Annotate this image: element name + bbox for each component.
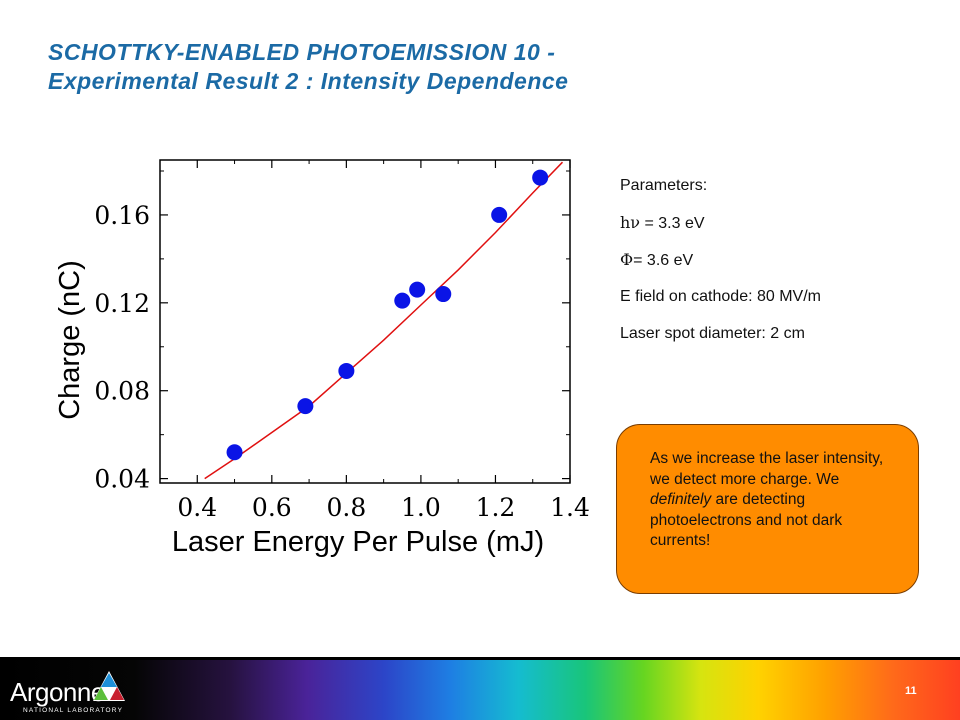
- argonne-triangle-logo-icon: [93, 671, 125, 701]
- photon-energy-row: hν = 3.3 eV: [620, 213, 821, 233]
- title-line-2: Experimental Result 2 : Intensity Depend…: [48, 68, 569, 94]
- callout-emphasis: definitely: [650, 491, 712, 508]
- x-tick-label: 0.6: [252, 493, 292, 522]
- data-point: [409, 281, 426, 298]
- field-row: E field on cathode: 80 MV/m: [620, 288, 821, 305]
- plot-frame: [159, 159, 571, 484]
- page-number: 11: [905, 685, 917, 697]
- chart-tick-labels: 0.4 0.6 0.8 1.0 1.2 1.4 0.04 0.08 0.12 0.16: [94, 201, 590, 522]
- callout-text-2: are detecting photoelectrons and not dar…: [650, 491, 843, 549]
- footer-band: [0, 660, 960, 720]
- y-tick-label: 0.08: [94, 377, 150, 406]
- y-tick-label: 0.04: [94, 465, 150, 494]
- callout-text-1: As we increase the laser intensity, we d…: [650, 450, 884, 488]
- slide-title: SCHOTTKY-ENABLED PHOTOEMISSION 10 - Expe…: [48, 38, 568, 96]
- parameters-panel: Parameters: hν = 3.3 eV Φ= 3.6 eV E fiel…: [620, 176, 821, 361]
- data-point: [491, 206, 508, 223]
- x-axis-label: Laser Energy Per Pulse (mJ): [172, 526, 544, 558]
- x-tick-label: 1.0: [401, 493, 441, 522]
- spot-row: Laser spot diameter: 2 cm: [620, 325, 805, 342]
- data-point: [394, 292, 411, 309]
- x-tick-label: 0.8: [326, 493, 366, 522]
- photon-energy-value: = 3.3 eV: [640, 215, 705, 232]
- data-points: [226, 169, 549, 461]
- work-function-symbol: Φ: [620, 250, 634, 269]
- y-tick-label: 0.12: [94, 289, 150, 318]
- parameters-heading: Parameters:: [620, 177, 708, 194]
- data-point: [226, 444, 243, 461]
- chart-ticks: [160, 160, 571, 483]
- title-line-1: SCHOTTKY-ENABLED PHOTOEMISSION 10 -: [48, 39, 556, 65]
- data-point: [338, 362, 355, 379]
- y-tick-label: 0.16: [94, 201, 150, 230]
- logo-name: Argonne: [10, 677, 105, 707]
- x-tick-label: 0.4: [177, 493, 217, 522]
- x-tick-label: 1.2: [476, 493, 516, 522]
- work-function-value: = 3.6 eV: [633, 252, 694, 269]
- photon-energy-symbol: hν: [620, 213, 641, 232]
- logo-subtitle: NATIONAL LABORATORY: [23, 707, 124, 714]
- work-function-row: Φ= 3.6 eV: [620, 250, 821, 270]
- data-point: [297, 398, 314, 415]
- fit-curve: [204, 161, 564, 480]
- footer-divider: [0, 657, 960, 660]
- x-tick-label: 1.4: [550, 493, 590, 522]
- data-point: [532, 169, 549, 186]
- conclusion-callout: As we increase the laser intensity, we d…: [616, 424, 919, 594]
- data-point: [435, 286, 452, 303]
- y-axis-label: Charge (nC): [54, 260, 86, 420]
